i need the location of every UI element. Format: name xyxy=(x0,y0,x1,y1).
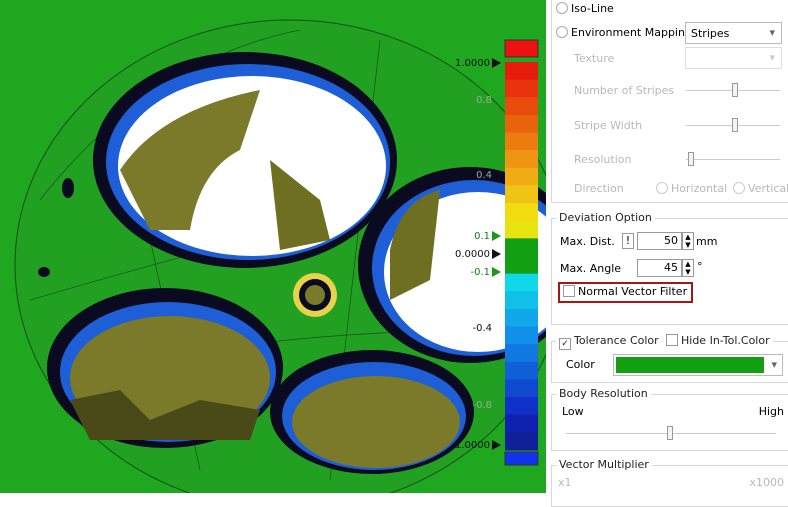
scale-segment xyxy=(505,97,538,116)
hide-in-tol-option[interactable]: Hide In-Tol.Color xyxy=(663,334,773,347)
scale-label: -0.1 xyxy=(470,267,490,278)
label: Stripe Width xyxy=(574,119,643,132)
deviation-group xyxy=(551,218,788,325)
scale-segment xyxy=(505,167,538,186)
label: x1000 xyxy=(749,476,784,489)
scale-segment xyxy=(505,432,538,451)
label: Low xyxy=(562,405,584,418)
hole xyxy=(270,350,474,474)
label: Color xyxy=(566,358,595,371)
label: Direction xyxy=(574,182,624,195)
scale-label: 0.4 xyxy=(476,170,492,181)
scale-segment xyxy=(505,256,538,275)
slider-thumb[interactable] xyxy=(732,118,738,132)
label: Environment Mapping xyxy=(571,26,692,39)
slider[interactable] xyxy=(686,159,780,160)
label: Number of Stripes xyxy=(574,84,675,97)
scale-segment xyxy=(505,62,538,81)
scale-segment xyxy=(505,291,538,310)
label: Tolerance Color xyxy=(574,334,659,347)
label: Max. Angle xyxy=(560,262,622,275)
scale-segment xyxy=(505,361,538,380)
body-resolution-group xyxy=(551,394,788,451)
color-scale xyxy=(504,39,539,466)
scale-segment xyxy=(505,132,538,151)
scale-label: 0.8 xyxy=(476,95,492,106)
settings-panel: Iso-Line Environment Mapping Stripes ▾ Te… xyxy=(546,0,788,507)
slider-thumb[interactable] xyxy=(667,426,673,440)
scale-marker xyxy=(492,267,501,277)
scale-segment xyxy=(505,185,538,204)
warning-button[interactable]: ! xyxy=(622,233,634,249)
max-dist-input[interactable]: 50 xyxy=(637,232,682,250)
group-title: Vector Multiplier xyxy=(556,458,652,471)
spinner[interactable]: ▲ ▼ xyxy=(682,259,694,277)
texture-dropdown[interactable]: ▾ xyxy=(685,47,782,69)
normal-vector-filter[interactable]: Normal Vector Filter xyxy=(563,285,687,298)
display-group xyxy=(551,0,788,203)
scale-segment xyxy=(505,308,538,328)
scale-label: -0.4 xyxy=(472,323,492,334)
scale-segment xyxy=(505,326,538,345)
highlight-box xyxy=(558,282,693,303)
environment-mapping-option[interactable]: Environment Mapping xyxy=(556,26,692,39)
vertical-option[interactable]: Vertical xyxy=(733,182,788,195)
scale-segment xyxy=(505,114,538,134)
spinner[interactable]: ▲ ▼ xyxy=(682,232,694,250)
label: Vertical xyxy=(748,182,788,195)
scale-segment xyxy=(505,344,538,363)
viewport[interactable]: 1.0000 0.8 0.4 0.1 0.0000 -0.1 -0.4 -0.8 -1.0000 xyxy=(0,0,546,493)
label: Texture xyxy=(574,52,615,65)
label: Resolution xyxy=(574,153,632,166)
scale-segment xyxy=(505,414,538,433)
horizontal-option[interactable]: Horizontal xyxy=(656,182,727,195)
hole xyxy=(93,52,397,268)
scale-segment xyxy=(505,397,538,416)
scale-segment xyxy=(505,273,538,292)
scale-labels: 1.0000 0.8 0.4 0.1 0.0000 -0.1 -0.4 -0.8 -1.0000 xyxy=(451,58,501,451)
label: Normal Vector Filter xyxy=(578,285,688,298)
label: High xyxy=(758,405,784,418)
scale-marker xyxy=(492,440,501,450)
iso-line-option[interactable]: Iso-Line xyxy=(556,2,614,15)
color-picker[interactable]: ▾ xyxy=(613,354,783,376)
value: Stripes xyxy=(691,27,730,40)
scale-segment xyxy=(505,79,538,98)
hole xyxy=(358,167,546,363)
scale-label: 1.0000 xyxy=(455,58,490,69)
max-angle-input[interactable]: 45 xyxy=(637,259,682,277)
scale-label: 0.0000 xyxy=(455,249,490,260)
hole xyxy=(47,288,283,448)
label: Max. Dist. xyxy=(560,235,615,248)
scale-label: 0.1 xyxy=(474,231,490,242)
group-title: Deviation Option xyxy=(556,211,655,224)
scale-segment xyxy=(505,238,538,257)
unit: mm xyxy=(696,235,718,248)
label: x1 xyxy=(558,476,572,489)
label: Horizontal xyxy=(671,182,728,195)
scale-label: -1.0000 xyxy=(451,440,490,451)
slider-thumb[interactable] xyxy=(732,83,738,97)
mapping-dropdown[interactable]: Stripes ▾ xyxy=(685,22,782,44)
scale-marker xyxy=(492,58,501,68)
tolerance-color-option[interactable]: ✓ Tolerance Color xyxy=(556,334,662,350)
slider-thumb[interactable] xyxy=(688,152,694,166)
scale-segment xyxy=(505,150,538,169)
scale-marker xyxy=(492,249,501,259)
label: Iso-Line xyxy=(571,2,614,15)
label: Hide In-Tol.Color xyxy=(681,334,770,347)
scale-segment xyxy=(505,379,538,398)
group-title: Body Resolution xyxy=(556,387,651,400)
scale-segment xyxy=(505,220,538,239)
scale-marker xyxy=(492,231,501,241)
unit: ° xyxy=(697,260,703,273)
scale-label: -0.8 xyxy=(472,400,492,411)
scale-segment xyxy=(505,203,538,222)
